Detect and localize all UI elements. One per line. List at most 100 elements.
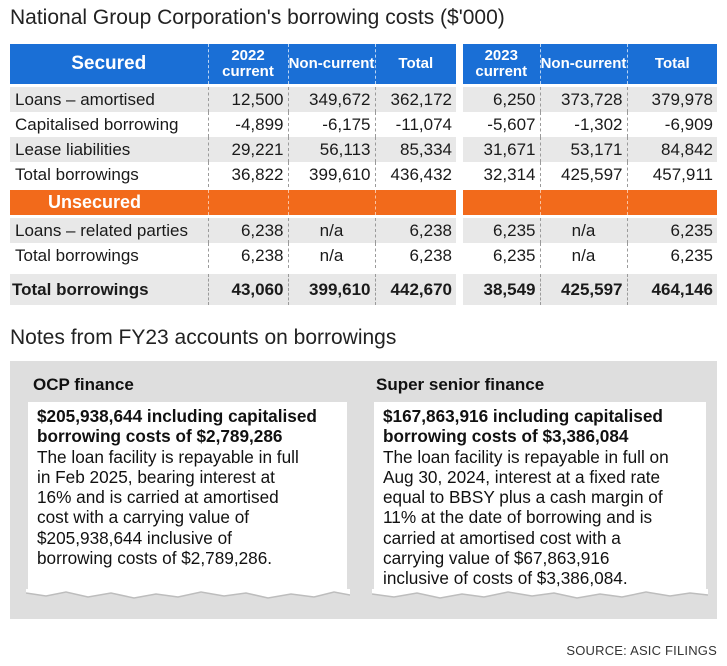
note-line: inclusive of costs of $3,386,084.	[383, 568, 628, 589]
total-row: Total borrowings 43,060 399,610 442,670	[10, 274, 456, 305]
cell: 442,670	[374, 274, 456, 305]
note-line: carrying value of $67,863,916	[383, 548, 610, 569]
column-header: Total	[374, 44, 456, 84]
total-row: 38,549 425,597 464,146	[463, 274, 717, 305]
column-header: 2023 current	[463, 44, 540, 84]
table-row: Lease liabilities 29,221 56,113 85,334	[10, 137, 456, 162]
table-header-row: Secured 2022 current Non-current Total	[10, 44, 456, 84]
table-row: Capitalised borrowing -4,899 -6,175 -11,…	[10, 112, 456, 137]
table-row: Loans – amortised 12,500 349,672 362,172	[10, 87, 456, 112]
cell: 379,978	[626, 87, 717, 112]
cell: 6,238	[207, 218, 288, 243]
table-row: 6,250 373,728 379,978	[463, 87, 717, 112]
note-bold-line: $167,863,916 including capitalised	[383, 406, 663, 426]
table-header-row: 2023 current Non-current Total	[463, 44, 717, 84]
cell: 85,334	[374, 137, 456, 162]
cell: n/a	[539, 218, 627, 243]
cell: 6,235	[626, 243, 717, 268]
cell: 349,672	[287, 87, 375, 112]
cell: 362,172	[374, 87, 456, 112]
table-row: -5,607 -1,302 -6,909	[463, 112, 717, 137]
cell: 36,822	[207, 162, 288, 187]
unsecured-header-row	[463, 190, 717, 215]
row-label: Loans – related parties	[15, 220, 188, 240]
cell: 6,238	[374, 218, 456, 243]
cell: 6,235	[492, 245, 536, 265]
cell: -11,074	[374, 112, 456, 137]
note-bold-line: borrowing costs of $2,789,286	[37, 426, 283, 447]
cell: n/a	[539, 243, 627, 268]
borrowings-table-left: Secured 2022 current Non-current Total L…	[10, 44, 456, 305]
note-line: equal to BBSY plus a cash margin of	[383, 487, 663, 508]
note-card-super-senior: $167,863,916 including capitalised borro…	[372, 402, 708, 599]
column-header: Total	[626, 44, 717, 84]
cell: 399,610	[287, 274, 375, 305]
note-line: borrowing costs of $2,789,286.	[37, 548, 273, 569]
cell: -4,899	[207, 112, 288, 137]
secured-label: Secured	[10, 44, 208, 84]
cell: -6,175	[287, 112, 375, 137]
cell: 6,238	[207, 243, 288, 268]
row-label: Total borrowings	[15, 245, 139, 265]
notes-title: Notes from FY23 accounts on borrowings	[10, 326, 397, 349]
cell: 457,911	[626, 162, 717, 187]
cell: n/a	[287, 243, 375, 268]
note-line: carried at amortised cost with a	[383, 527, 621, 548]
torn-edge-decoration	[372, 589, 708, 599]
note-line: 16% and is carried at amortised	[37, 487, 279, 508]
torn-edge-decoration	[26, 589, 350, 599]
note-line: The loan facility is repayable in full	[37, 446, 299, 467]
cell: 43,060	[207, 274, 288, 305]
cell: -5,607	[487, 114, 536, 134]
cell: 425,597	[539, 162, 627, 187]
cell: 6,235	[492, 220, 536, 240]
notes-panel: OCP finance $205,938,644 including capit…	[10, 361, 717, 619]
column-header: Non-current	[287, 44, 375, 84]
cell: 6,235	[626, 218, 717, 243]
cell: n/a	[287, 218, 375, 243]
note-line: Aug 30, 2024, interest at a fixed rate	[383, 466, 661, 487]
note-bold-line: borrowing costs of $3,386,084	[383, 426, 629, 447]
note-heading-super-senior: Super senior finance	[376, 375, 545, 394]
cell: 31,671	[483, 139, 536, 159]
unsecured-header-row: Unsecured	[10, 190, 456, 215]
cell: 436,432	[374, 162, 456, 187]
note-line: 11% at the date of borrowing and is	[383, 507, 653, 528]
cell: 84,842	[626, 137, 717, 162]
row-label: Lease liabilities	[15, 139, 131, 159]
column-header: Non-current	[539, 44, 627, 84]
cell: 56,113	[287, 137, 375, 162]
note-bold-line: $205,938,644 including capitalised	[37, 406, 317, 426]
cell: -6,909	[626, 112, 717, 137]
page-title: National Group Corporation's borrowing c…	[10, 6, 505, 29]
table-row: 31,671 53,171 84,842	[463, 137, 717, 162]
table-row: Loans – related parties 6,238 n/a 6,238	[10, 218, 456, 243]
cell: 425,597	[539, 274, 627, 305]
source-credit: SOURCE: ASIC FILINGS	[566, 643, 717, 658]
cell: -1,302	[539, 112, 627, 137]
table-row: 6,235 n/a 6,235	[463, 243, 717, 268]
cell: 29,221	[207, 137, 288, 162]
note-heading-ocp: OCP finance	[33, 375, 134, 394]
table-row: Total borrowings 36,822 399,610 436,432	[10, 162, 456, 187]
cell: 53,171	[539, 137, 627, 162]
row-label: Total borrowings	[15, 164, 139, 184]
cell: 12,500	[207, 87, 288, 112]
cell: 6,238	[374, 243, 456, 268]
row-label: Capitalised borrowing	[15, 114, 179, 134]
table-row: 6,235 n/a 6,235	[463, 218, 717, 243]
cell: 38,549	[463, 274, 540, 305]
row-label: Loans – amortised	[15, 89, 155, 109]
row-label: Total borrowings	[10, 274, 208, 305]
note-line: $205,938,644 inclusive of	[37, 527, 232, 548]
unsecured-label: Unsecured	[10, 190, 208, 215]
note-line: cost with a carrying value of	[37, 507, 250, 528]
table-row: Total borrowings 6,238 n/a 6,238	[10, 243, 456, 268]
note-line: The loan facility is repayable in full o…	[383, 446, 669, 467]
table-row: 32,314 425,597 457,911	[463, 162, 717, 187]
column-header: 2022 current	[207, 44, 288, 84]
cell: 32,314	[483, 164, 536, 184]
cell: 399,610	[287, 162, 375, 187]
cell: 373,728	[539, 87, 627, 112]
note-card-ocp: $205,938,644 including capitalised borro…	[26, 402, 350, 599]
